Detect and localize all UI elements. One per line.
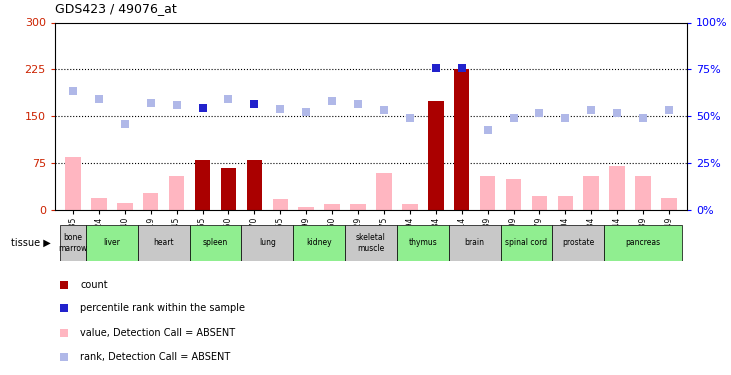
Point (93, 96, 105, 102)
Text: spinal cord: spinal cord (505, 238, 548, 248)
Point (58, 330, 70, 336)
Bar (345, 225, 397, 261)
Point (58, 306, 70, 312)
Bar (610, 166, 625, 210)
Point (67, 88, 79, 94)
Bar (531, 196, 548, 210)
Point (197, 105, 208, 111)
Point (274, 106, 286, 112)
Text: count: count (80, 280, 107, 290)
Point (456, 64, 468, 70)
Bar (402, 204, 417, 210)
Bar (117, 202, 132, 210)
Point (119, 122, 131, 128)
Bar (137, 225, 189, 261)
Bar (298, 207, 314, 210)
Point (326, 98, 338, 104)
Text: prostate: prostate (562, 238, 594, 248)
Point (249, 101, 260, 107)
Text: heart: heart (154, 238, 174, 248)
Text: value, Detection Call = ABSENT: value, Detection Call = ABSENT (80, 328, 235, 338)
Point (58, 354, 70, 360)
Point (637, 114, 649, 120)
Bar (662, 198, 677, 210)
Bar (293, 225, 345, 261)
Text: pancreas: pancreas (626, 238, 661, 248)
Bar (449, 225, 501, 261)
Bar (241, 225, 293, 261)
Bar (86, 225, 137, 261)
Text: percentile rank within the sample: percentile rank within the sample (80, 303, 245, 313)
Bar (221, 168, 236, 210)
Text: rank, Detection Call = ABSENT: rank, Detection Call = ABSENT (80, 352, 230, 362)
Point (352, 101, 364, 107)
Bar (350, 204, 366, 210)
Text: liver: liver (103, 238, 121, 248)
Point (507, 114, 519, 120)
Point (611, 110, 623, 116)
Text: bone
marrow: bone marrow (58, 233, 88, 252)
Point (171, 102, 183, 108)
Bar (605, 225, 682, 261)
Bar (169, 176, 184, 210)
Point (482, 127, 493, 133)
Text: GDS423 / 49076_at: GDS423 / 49076_at (55, 2, 177, 15)
Bar (246, 160, 262, 210)
Text: thymus: thymus (409, 238, 437, 248)
Bar (376, 172, 392, 210)
Point (300, 109, 312, 115)
Bar (553, 225, 605, 261)
Text: skeletal
muscle: skeletal muscle (356, 233, 386, 252)
Text: tissue ▶: tissue ▶ (12, 238, 51, 248)
Bar (428, 100, 444, 210)
Point (559, 114, 571, 120)
Point (58, 282, 70, 288)
Point (378, 107, 390, 113)
Bar (480, 176, 496, 210)
Bar (501, 225, 553, 261)
Point (430, 64, 442, 70)
Bar (65, 157, 80, 210)
Point (404, 114, 416, 120)
Bar (635, 176, 651, 210)
Point (534, 110, 545, 116)
Text: brain: brain (465, 238, 485, 248)
Point (145, 99, 156, 105)
Text: spleen: spleen (203, 238, 228, 248)
Bar (91, 198, 107, 210)
Point (223, 96, 235, 102)
Point (663, 107, 675, 113)
Text: lung: lung (259, 238, 276, 248)
Bar (60, 225, 86, 261)
Point (586, 107, 597, 113)
Bar (583, 176, 599, 210)
Bar (397, 225, 449, 261)
Bar (143, 192, 159, 210)
Bar (189, 225, 241, 261)
Bar (325, 204, 340, 210)
Bar (273, 199, 288, 210)
Bar (558, 196, 573, 210)
Text: kidney: kidney (306, 238, 332, 248)
Bar (454, 69, 469, 210)
Bar (194, 160, 211, 210)
Bar (506, 179, 521, 210)
